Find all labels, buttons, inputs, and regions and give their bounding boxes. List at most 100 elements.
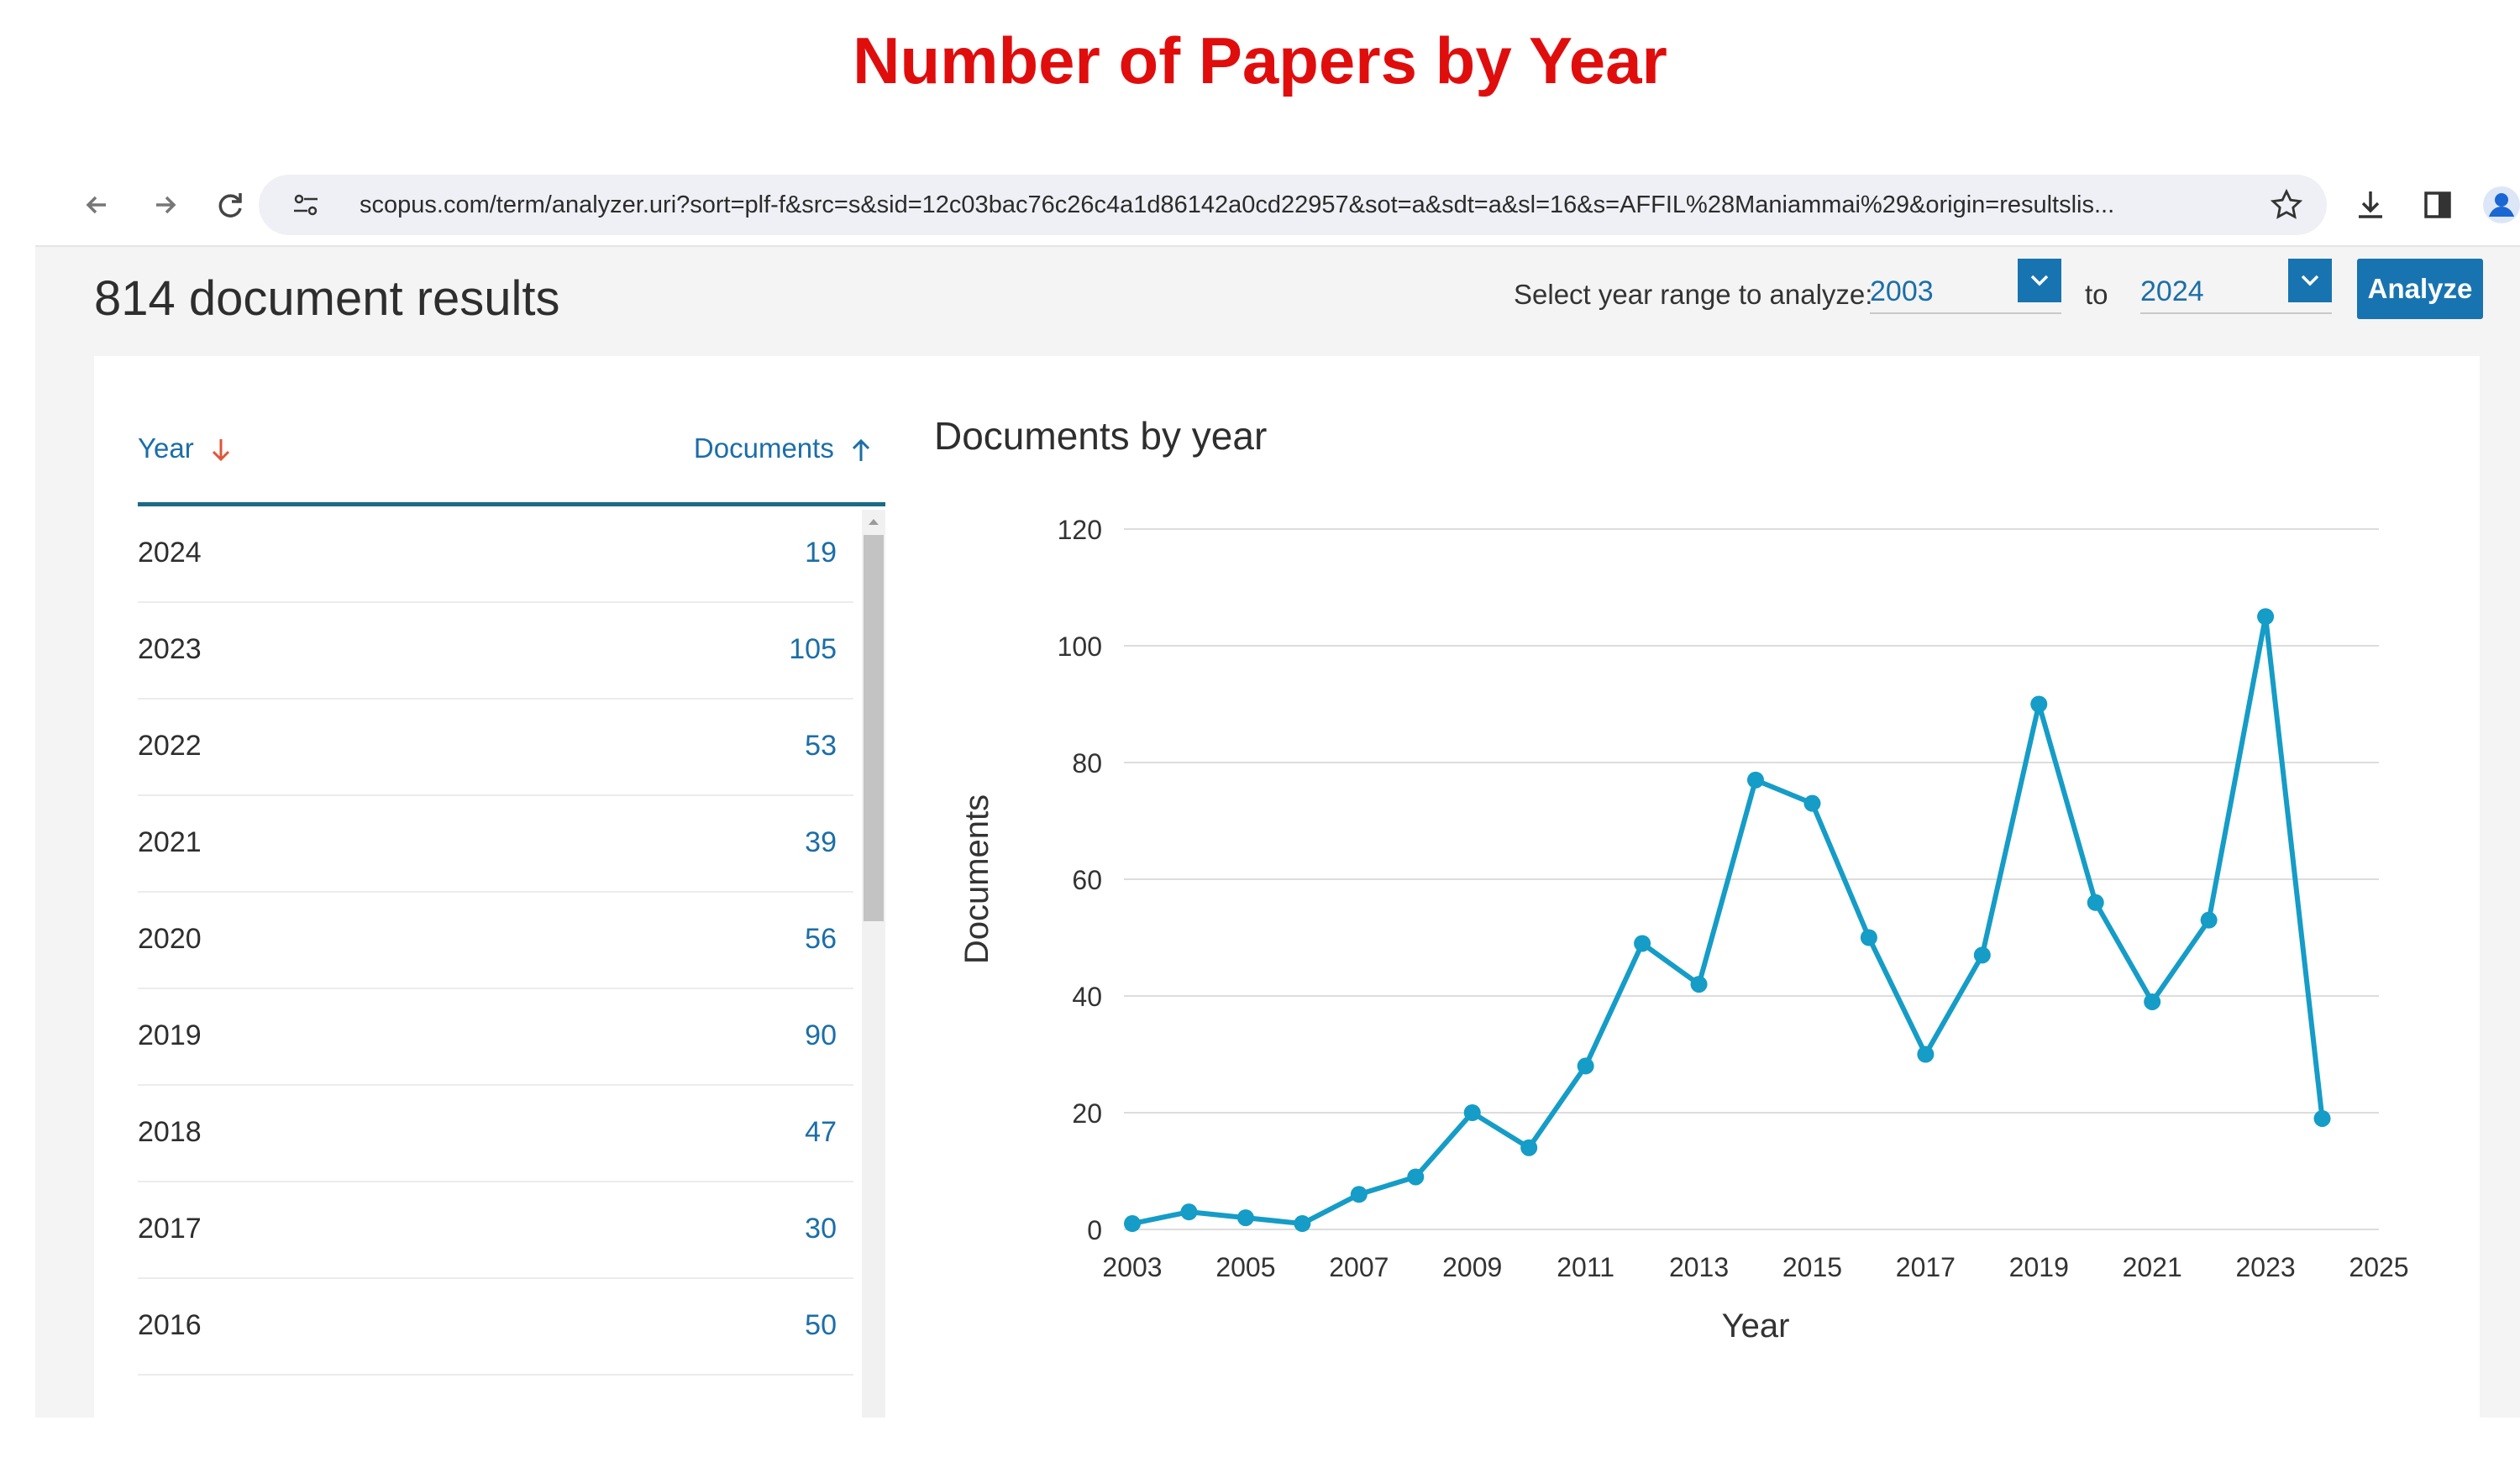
data-point [2313,1109,2331,1127]
data-point [2087,894,2104,911]
x-tick-label: 2021 [2123,1252,2182,1282]
chevron-down-icon[interactable] [2018,259,2061,302]
year-cell: 2022 [138,730,202,762]
x-tick-label: 2017 [1896,1252,1956,1282]
from-year-select[interactable]: 2003 [1870,259,2061,314]
y-tick-label: 120 [1058,515,1102,545]
documents-count-link[interactable]: 56 [805,923,837,955]
data-point [1236,1209,1254,1227]
results-count: 814 document results [94,271,560,326]
reload-icon[interactable] [210,185,250,225]
table-row: 2021 39 [138,796,853,893]
data-point [1180,1203,1198,1221]
y-tick-label: 0 [1087,1215,1102,1245]
documents-count-link[interactable]: 30 [805,1213,837,1245]
back-icon[interactable] [77,185,118,225]
x-tick-label: 2003 [1102,1252,1162,1282]
data-point [1747,771,1764,789]
year-column-label: Year [138,432,194,464]
series-line [1131,614,2325,1227]
documents-by-year-table: Year Documents 2024 19 2023 105 2022 53 2021 39… [138,420,885,1418]
data-point [1917,1046,1935,1063]
year-cell: 2018 [138,1116,202,1148]
address-bar[interactable]: scopus.com/term/analyzer.uri?sort=plf-f&… [259,175,2327,235]
data-point [1577,1057,1594,1075]
table-rows: 2024 19 2023 105 2022 53 2021 39 2020 56 2019 90 201… [138,506,853,1376]
table-row: 2023 105 [138,603,853,700]
site-settings-icon[interactable] [291,190,321,220]
year-cell: 2023 [138,633,202,665]
download-icon[interactable] [2350,185,2391,225]
bookmark-star-icon[interactable] [2270,188,2303,222]
chevron-down-icon[interactable] [2288,259,2332,302]
analyzer-page: 814 document results Select year range t… [35,247,2520,1418]
data-point [1803,794,1821,812]
documents-count-link[interactable]: 105 [789,633,837,665]
documents-count-link[interactable]: 90 [805,1019,837,1051]
year-column-header[interactable]: Year [138,428,234,469]
data-point [1294,1215,1311,1233]
data-point [1407,1168,1425,1186]
to-year-select[interactable]: 2024 [2140,259,2332,314]
table-row: 2019 90 [138,989,853,1086]
analyzer-panel: Year Documents 2024 19 2023 105 2022 53 2021 39… [94,356,2480,1418]
data-point [1860,929,1877,946]
to-label: to [2085,279,2108,310]
chart-title: Documents by year [934,414,1268,458]
x-tick-label: 2007 [1329,1252,1389,1282]
table-row: 2024 19 [138,506,853,603]
scroll-up-arrow-icon[interactable] [867,516,880,527]
from-year-value: 2003 [1870,275,1934,307]
browser-screenshot: scopus.com/term/analyzer.uri?sort=plf-f&… [35,165,2520,1418]
data-point [2257,608,2275,626]
y-tick-label: 60 [1072,865,1102,895]
table-row: 2022 53 [138,700,853,796]
documents-count-link[interactable]: 53 [805,730,837,762]
data-point [2144,993,2161,1010]
x-tick-label: 2009 [1442,1252,1502,1282]
table-header: Year Documents [138,420,885,506]
data-point [1690,976,1708,993]
data-point [2200,911,2218,929]
data-point [1973,946,1991,964]
browser-toolbar: scopus.com/term/analyzer.uri?sort=plf-f&… [35,165,2520,247]
x-tick-label: 2005 [1215,1252,1275,1282]
table-row: 2018 47 [138,1086,853,1182]
data-point [1520,1139,1538,1156]
year-range-label: Select year range to analyze: [1514,279,1873,310]
forward-icon[interactable] [144,185,185,225]
documents-column-header[interactable]: Documents [694,428,874,469]
profile-avatar-icon[interactable] [2480,183,2520,227]
year-cell: 2019 [138,1019,202,1051]
analyze-button[interactable]: Analyze [2357,259,2483,319]
documents-count-link[interactable]: 39 [805,826,837,858]
documents-count-link[interactable]: 50 [805,1309,837,1341]
y-tick-label: 40 [1072,982,1102,1012]
documents-count-link[interactable]: 19 [805,537,837,569]
table-scrollbar[interactable] [862,510,885,1418]
sort-up-arrow-icon[interactable] [848,436,874,464]
slide-title: Number of Papers by Year [853,24,1667,97]
documents-count-link[interactable]: 47 [805,1116,837,1148]
url-text[interactable]: scopus.com/term/analyzer.uri?sort=plf-f&… [360,191,2115,218]
side-panel-icon[interactable] [2418,185,2458,225]
sort-down-arrow-icon[interactable] [208,436,234,464]
year-cell: 2017 [138,1213,202,1245]
year-cell: 2016 [138,1309,202,1341]
table-row: 2016 50 [138,1279,853,1376]
data-point [1124,1215,1141,1233]
y-tick-label: 20 [1072,1098,1102,1129]
year-cell: 2024 [138,537,202,569]
year-cell: 2020 [138,923,202,955]
line-chart: 0 20 40 60 80 100 120 2003 2005 2007 2009 2011 2013 2… [958,515,2409,1344]
table-row: 2020 56 [138,893,853,989]
x-tick-label: 2013 [1669,1252,1729,1282]
scroll-thumb[interactable] [864,535,884,921]
x-tick-label: 2011 [1557,1252,1614,1282]
documents-column-label: Documents [693,432,834,464]
y-tick-label: 100 [1058,632,1102,662]
documents-by-year-chart: Documents by year 0 20 40 60 80 100 120 2003 200… [934,406,2446,1414]
y-tick-label: 80 [1072,748,1102,778]
data-point [1634,935,1651,952]
data-point [1463,1104,1481,1121]
